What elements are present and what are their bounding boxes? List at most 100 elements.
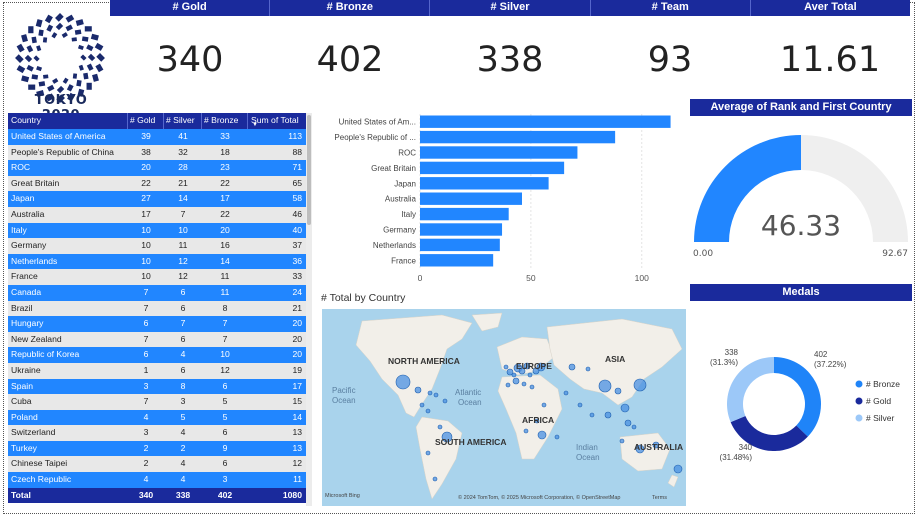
map-bubble[interactable] xyxy=(536,362,546,372)
map-bubble[interactable] xyxy=(521,381,527,387)
cell-country: Italy xyxy=(11,224,27,235)
map-bubble[interactable] xyxy=(614,387,622,395)
map-bubble[interactable] xyxy=(598,379,612,393)
map-bubble[interactable] xyxy=(427,390,433,396)
legend-label[interactable]: # Silver xyxy=(866,413,895,423)
bar[interactable] xyxy=(420,115,671,128)
map-bubble[interactable] xyxy=(585,366,591,372)
table-row[interactable]: Japan 27 14 17 58 xyxy=(8,191,306,207)
cell-total: 46 xyxy=(292,208,302,219)
map-bubble[interactable] xyxy=(506,368,514,376)
table-row[interactable]: Australia 17 7 22 46 xyxy=(8,206,306,223)
table-row[interactable]: Spain 3 8 6 17 xyxy=(8,378,306,395)
donut-slice[interactable] xyxy=(727,357,774,423)
map-bubble[interactable] xyxy=(532,367,540,375)
table-row[interactable]: Switzerland 3 4 6 13 xyxy=(8,425,306,441)
table-row[interactable]: Turkey 2 2 9 13 xyxy=(8,440,306,457)
table-row[interactable]: Ukraine 1 6 12 19 xyxy=(8,362,306,379)
map-bubble[interactable] xyxy=(433,392,439,398)
table-row[interactable]: Canada 7 6 11 24 xyxy=(8,284,306,301)
world-map[interactable]: NORTH AMERICA SOUTH AMERICA EUROPE AFRIC… xyxy=(322,309,686,506)
map-bubble[interactable] xyxy=(619,438,625,444)
table-row[interactable]: Great Britain 22 21 22 65 xyxy=(8,175,306,192)
col-country-header[interactable]: Country xyxy=(8,113,128,129)
map-bubble[interactable] xyxy=(541,402,547,408)
table-row[interactable]: Hungary 6 7 7 20 xyxy=(8,316,306,332)
map-bubble[interactable] xyxy=(442,398,448,404)
donut-slice[interactable] xyxy=(730,415,808,451)
map-bubble[interactable] xyxy=(568,363,576,371)
bar[interactable] xyxy=(420,130,616,144)
map-bubble[interactable] xyxy=(523,362,531,370)
table-scrollbar[interactable] xyxy=(306,113,312,506)
legend-label[interactable]: # Gold xyxy=(866,396,891,406)
map-terms-link[interactable]: Terms xyxy=(652,495,667,501)
map-bubble[interactable] xyxy=(633,378,647,392)
map-bubble[interactable] xyxy=(511,372,517,378)
bar[interactable] xyxy=(420,146,578,159)
table-row[interactable]: New Zealand 7 6 7 20 xyxy=(8,331,306,348)
map-bubble[interactable] xyxy=(518,367,526,375)
bar-category-label: ROC xyxy=(398,149,416,158)
donut-slice[interactable] xyxy=(774,357,821,437)
map-bubble[interactable] xyxy=(527,372,533,378)
map-bubble[interactable] xyxy=(673,464,683,474)
map-bubble[interactable] xyxy=(604,411,612,419)
table-row[interactable]: France 10 12 11 33 xyxy=(8,269,306,285)
map-bubble[interactable] xyxy=(534,418,540,424)
map-bubble[interactable] xyxy=(425,450,431,456)
map-bubble[interactable] xyxy=(589,412,595,418)
bar[interactable] xyxy=(420,161,565,175)
table-row[interactable]: Poland 4 5 5 14 xyxy=(8,409,306,426)
map-bubble[interactable] xyxy=(652,441,660,449)
map-bubble[interactable] xyxy=(563,390,569,396)
table-row[interactable]: Netherlands 10 12 14 36 xyxy=(8,253,306,270)
bar[interactable] xyxy=(420,223,503,236)
table-row[interactable]: ROC 20 28 23 71 xyxy=(8,160,306,176)
bar[interactable] xyxy=(420,238,500,252)
table-row[interactable]: People's Republic of China 38 32 18 88 xyxy=(8,144,306,161)
table-scroll-thumb[interactable] xyxy=(307,115,311,225)
map-bubble[interactable] xyxy=(505,382,511,388)
map-bubble[interactable] xyxy=(620,403,630,413)
table-row[interactable]: Czech Republic 4 4 3 11 xyxy=(8,472,306,488)
table-row[interactable]: Germany 10 11 16 37 xyxy=(8,238,306,254)
table-row[interactable]: Brazil 7 6 8 21 xyxy=(8,300,306,317)
map-bubble[interactable] xyxy=(437,424,443,430)
map-attribution[interactable]: © 2024 TomTom, © 2025 Microsoft Corporat… xyxy=(458,494,620,501)
map-bubble[interactable] xyxy=(425,408,431,414)
table-row[interactable]: United States of America 39 41 33 113 xyxy=(8,129,306,145)
map-bubble[interactable] xyxy=(441,431,453,443)
map-bubble[interactable] xyxy=(419,402,425,408)
map-bubble[interactable] xyxy=(624,419,632,427)
map-bubble[interactable] xyxy=(414,386,422,394)
col-silver-header[interactable]: # Silver xyxy=(164,113,202,129)
col-bronze-header[interactable]: # Bronze xyxy=(202,113,248,129)
label-atlantic-ocean: Ocean xyxy=(458,398,482,407)
map-bubble[interactable] xyxy=(529,384,535,390)
map-bubble[interactable] xyxy=(503,364,509,370)
bar-category-label: France xyxy=(391,256,416,265)
bar[interactable] xyxy=(420,192,522,205)
bar[interactable] xyxy=(420,207,509,221)
table-row[interactable]: Chinese Taipei 2 4 6 12 xyxy=(8,456,306,473)
map-bubble[interactable] xyxy=(537,430,547,440)
gauge-min: 0.00 xyxy=(693,249,713,259)
map-bubble[interactable] xyxy=(631,424,637,430)
table-row[interactable]: Cuba 7 3 5 15 xyxy=(8,394,306,410)
table-row[interactable]: Italy 10 10 20 40 xyxy=(8,222,306,239)
map-bubble[interactable] xyxy=(554,434,560,440)
map-bubble[interactable] xyxy=(512,377,520,385)
map-bubble[interactable] xyxy=(523,428,529,434)
map-bubble[interactable] xyxy=(432,476,438,482)
table-row[interactable]: Republic of Korea 6 4 10 20 xyxy=(8,347,306,363)
col-total-header[interactable]: Sum of Total ▼ xyxy=(248,113,306,129)
cell-gold: 7 xyxy=(143,333,149,344)
map-bubble[interactable] xyxy=(635,444,645,454)
legend-label[interactable]: # Bronze xyxy=(866,379,900,389)
map-bubble[interactable] xyxy=(395,374,411,390)
bar[interactable] xyxy=(420,177,549,190)
map-bubble[interactable] xyxy=(577,402,583,408)
col-gold-header[interactable]: # Gold xyxy=(128,113,164,129)
bar[interactable] xyxy=(420,254,494,267)
